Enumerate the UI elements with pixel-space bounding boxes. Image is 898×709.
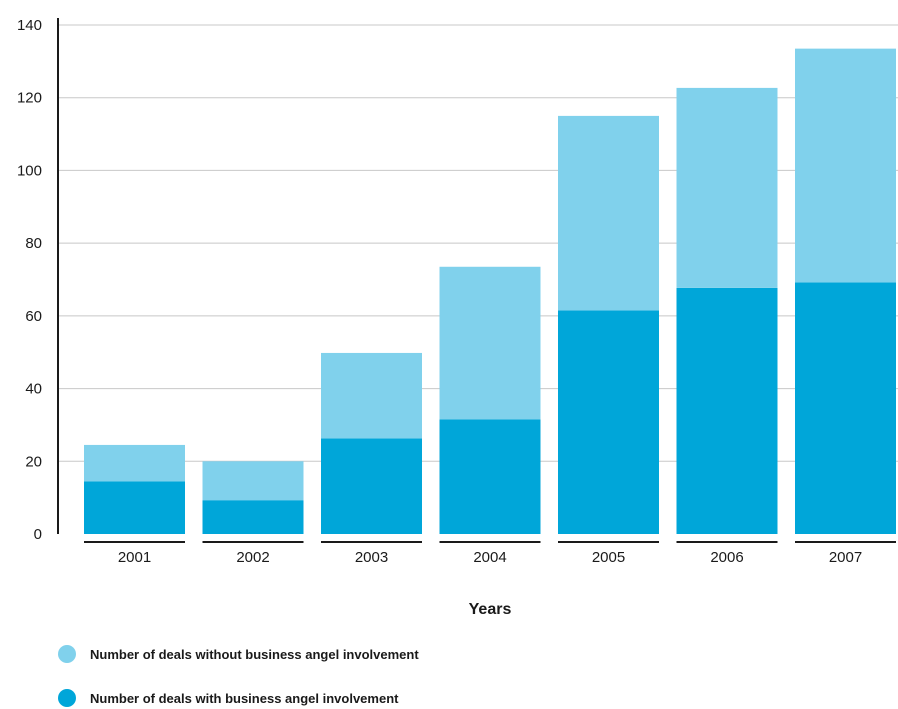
legend-label-without: Number of deals without business angel i… xyxy=(90,646,419,662)
legend-swatch-with xyxy=(58,689,76,707)
y-tick-label: 140 xyxy=(17,17,42,34)
bar-2001-without xyxy=(84,444,185,482)
x-tick-label: 2001 xyxy=(118,549,151,566)
y-tick-label: 0 xyxy=(34,526,42,543)
bar-2004-with xyxy=(439,419,541,534)
y-tick-label: 120 xyxy=(17,90,42,107)
bar-2007-without xyxy=(795,48,896,283)
bar-2005-with xyxy=(558,310,659,534)
x-tick-label: 2003 xyxy=(355,549,388,566)
bar-2006-without xyxy=(676,87,778,288)
y-tick-label: 80 xyxy=(25,235,42,252)
legend-label-with: Number of deals with business angel invo… xyxy=(90,690,399,706)
legend: Number of deals without business angel i… xyxy=(58,644,419,664)
bar-2004-without xyxy=(439,266,541,420)
legend-item-with: Number of deals with business angel invo… xyxy=(58,688,398,708)
legend-item-without: Number of deals without business angel i… xyxy=(58,644,419,664)
y-tick-label: 20 xyxy=(25,453,42,470)
legend-swatch-without xyxy=(58,645,76,663)
bar-2002-with xyxy=(202,500,304,534)
bar-2002-without xyxy=(202,461,304,501)
y-tick-label: 40 xyxy=(25,381,42,398)
bar-2001-with xyxy=(84,481,185,534)
x-tick-label: 2002 xyxy=(236,549,269,566)
bar-2007-with xyxy=(795,282,896,534)
bar-2003-without xyxy=(321,352,422,439)
x-tick-label: 2005 xyxy=(592,549,625,566)
bar-2005-without xyxy=(558,115,659,311)
x-tick-label: 2007 xyxy=(829,549,862,566)
y-tick-labels: 0 20 40 60 80 100 120 140 xyxy=(17,17,42,543)
bars xyxy=(84,48,896,534)
bar-2003-with xyxy=(321,438,422,534)
y-tick-label: 100 xyxy=(17,162,42,179)
x-tick-labels: 2001 2002 2003 2004 2005 2006 2007 xyxy=(84,541,896,566)
x-tick-label: 2004 xyxy=(473,549,506,566)
bar-2006-with xyxy=(676,287,778,534)
x-tick-label: 2006 xyxy=(710,549,743,566)
x-axis-title: Years xyxy=(469,601,512,618)
legend-2: Number of deals with business angel invo… xyxy=(58,688,398,708)
y-tick-label: 60 xyxy=(25,308,42,325)
